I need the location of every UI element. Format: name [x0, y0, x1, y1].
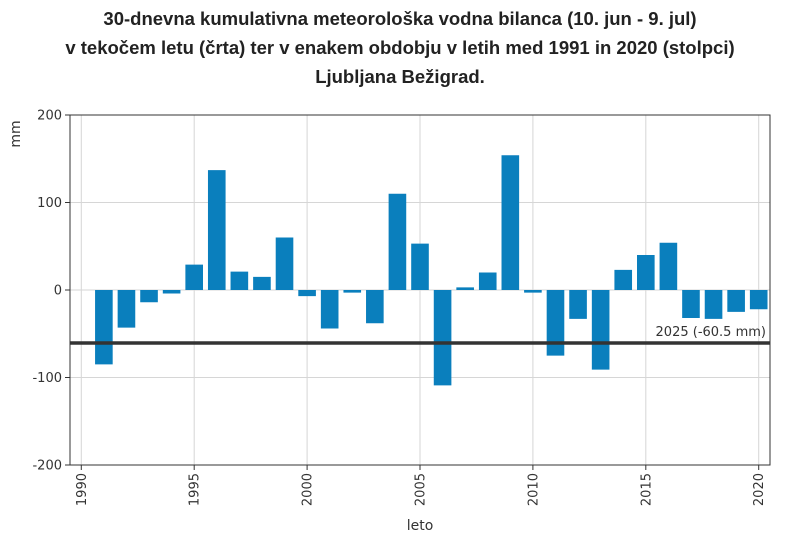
x-tick-label: 1995 — [188, 473, 203, 506]
bar — [140, 290, 158, 303]
bar — [366, 290, 384, 324]
bar — [185, 264, 203, 290]
x-tick-label: 2005 — [414, 473, 429, 506]
bar — [433, 290, 452, 386]
bar — [320, 290, 339, 329]
bar — [704, 290, 723, 319]
bar — [343, 290, 362, 293]
chart-title: 30-dnevna kumulativna meteorološka vodna… — [0, 4, 800, 91]
x-tick-label: 1990 — [75, 473, 90, 506]
x-axis-title: leto — [407, 518, 434, 534]
bar — [659, 242, 678, 290]
bar — [207, 170, 226, 290]
x-tick-label: 2015 — [639, 473, 654, 506]
bar — [411, 243, 429, 290]
y-tick-label: 200 — [37, 109, 62, 124]
x-tick-label: 2020 — [752, 473, 767, 506]
bar — [501, 155, 520, 290]
bar — [275, 237, 294, 290]
current-year-label: 2025 (-60.5 mm) — [656, 325, 766, 340]
bar — [637, 255, 655, 290]
bar — [546, 290, 565, 356]
bar — [524, 290, 542, 293]
bar — [95, 290, 113, 365]
bar — [591, 290, 610, 370]
y-tick-label: -100 — [32, 371, 62, 386]
bar — [253, 276, 271, 290]
x-tick-label: 2010 — [526, 473, 541, 506]
bar — [727, 290, 745, 312]
bar — [388, 193, 407, 290]
chart-title-line-1: 30-dnevna kumulativna meteorološka vodna… — [103, 8, 697, 29]
bar — [230, 271, 249, 290]
y-tick-label: 0 — [54, 284, 62, 299]
bar — [569, 290, 587, 319]
x-tick-label: 2000 — [301, 473, 316, 506]
bar — [478, 272, 497, 290]
bar — [682, 290, 700, 318]
chart-title-line-2: v tekočem letu (črta) ter v enakem obdob… — [65, 37, 735, 58]
y-tick-label: 100 — [37, 196, 62, 211]
bar — [749, 290, 768, 310]
chart-title-line-3: Ljubljana Bežigrad. — [315, 66, 485, 87]
y-tick-label: -200 — [32, 459, 62, 474]
y-axis-title: mm — [8, 120, 24, 147]
bar — [614, 269, 633, 290]
bar — [117, 290, 136, 328]
bar — [162, 290, 181, 294]
bar — [456, 287, 474, 290]
bar — [298, 290, 316, 297]
